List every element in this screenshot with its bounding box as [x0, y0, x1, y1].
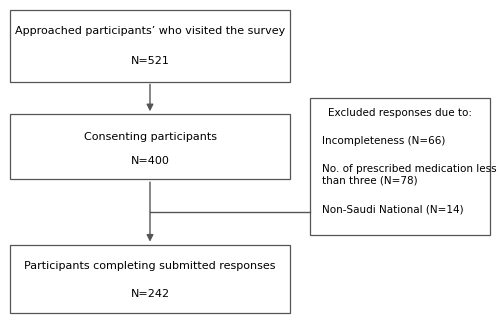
Text: N=521: N=521 [130, 56, 170, 67]
Bar [310, 98, 490, 235]
Text: Incompleteness (N=66): Incompleteness (N=66) [322, 136, 446, 146]
Text: Consenting participants: Consenting participants [84, 132, 216, 142]
Bar [10, 10, 290, 82]
Text: N=242: N=242 [130, 289, 170, 299]
Bar [10, 114, 290, 179]
Text: No. of prescribed medication less
than three (N=78): No. of prescribed medication less than t… [322, 164, 497, 185]
Text: Excluded responses due to:: Excluded responses due to: [328, 108, 472, 118]
Text: Participants completing submitted responses: Participants completing submitted respon… [24, 261, 276, 272]
Text: N=400: N=400 [130, 156, 170, 166]
Text: Approached participants’ who visited the survey: Approached participants’ who visited the… [15, 26, 285, 36]
Text: Non-Saudi National (N=14): Non-Saudi National (N=14) [322, 205, 464, 215]
Bar [10, 244, 290, 313]
